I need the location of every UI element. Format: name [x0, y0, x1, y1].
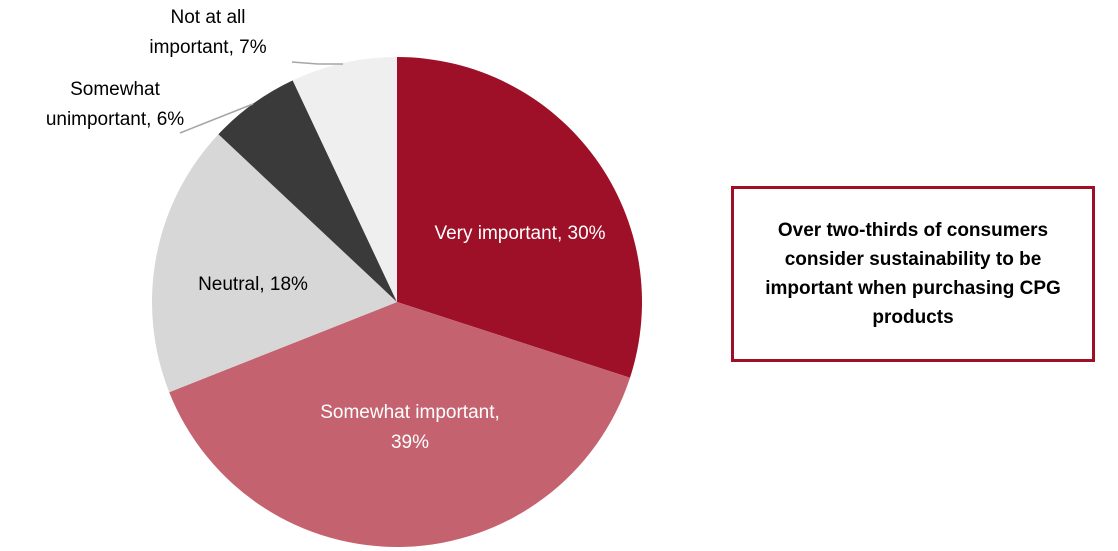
data-label: Not at all important, 7%: [149, 7, 267, 58]
pie-slice: [397, 57, 642, 378]
data-label: Somewhat important, 39%: [320, 402, 500, 453]
pie-slice: [151, 134, 397, 393]
leader-line: [179, 103, 254, 134]
pie-slice: [292, 57, 397, 302]
leader-line: [291, 61, 343, 65]
pie-slice: [218, 80, 397, 302]
pie: [151, 57, 642, 547]
pie-slice: [169, 302, 631, 547]
data-label: Neutral, 18%: [198, 274, 308, 295]
annotation: Over two-thirds of consumers consider su…: [765, 220, 1061, 328]
data-label: Somewhat unimportant, 6%: [45, 79, 185, 130]
annotation-box: Over two-thirds of consumers consider su…: [731, 186, 1095, 362]
data-label: Very important, 30%: [434, 223, 606, 244]
